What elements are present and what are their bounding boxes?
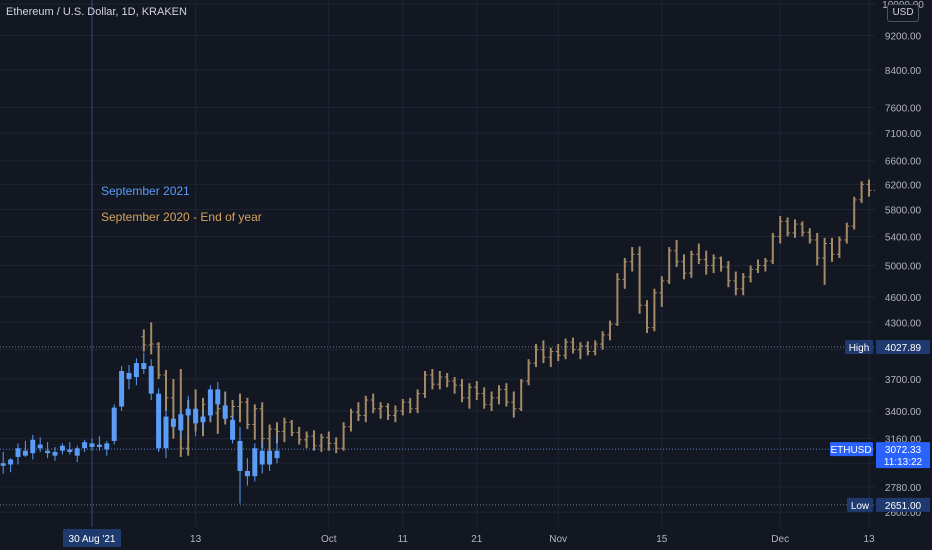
time-tick-label: Nov <box>549 534 567 545</box>
candle-body <box>30 439 36 454</box>
currency-button[interactable]: USD <box>887 4 919 22</box>
candle-body <box>37 444 43 449</box>
high-label: High <box>849 343 870 354</box>
candle-body <box>156 393 162 449</box>
candle-body <box>8 459 14 465</box>
chart-title: Ethereum / U.S. Dollar, 1D, KRAKEN <box>6 6 187 18</box>
price-tick-label: 5800.00 <box>885 205 922 216</box>
time-tick-label: 13 <box>190 534 202 545</box>
candle-body <box>215 389 221 405</box>
candle-body <box>126 372 132 380</box>
time-tick-label: 21 <box>471 534 483 545</box>
candle-body <box>259 450 265 465</box>
candle-body <box>89 443 95 448</box>
low-value: 2651.00 <box>885 501 922 512</box>
price-tick-label: 5000.00 <box>885 261 922 272</box>
candle-body <box>222 405 228 419</box>
bar-countdown: 11:13:22 <box>884 457 923 468</box>
candle-body <box>67 449 73 452</box>
candle-body <box>193 408 199 424</box>
price-tick-label: 7600.00 <box>885 104 922 115</box>
candle-body <box>59 445 65 451</box>
candle-body <box>274 450 280 459</box>
time-tick-label: 11 <box>398 534 409 545</box>
candle-body <box>148 366 154 394</box>
candle-body <box>52 451 58 456</box>
time-axis[interactable]: 13 Oct 11 21 Nov 15 Dec 13 <box>190 534 875 545</box>
candle-body <box>178 414 184 431</box>
candle-body <box>237 440 243 471</box>
last-price-marker: ETHUSD 3072.33 11:13:22 <box>830 442 930 469</box>
last-price-symbol: ETHUSD <box>830 445 871 456</box>
price-tick-label: 4600.00 <box>885 293 922 304</box>
time-tick-label: Dec <box>771 534 789 545</box>
candle-body <box>200 416 206 423</box>
candle-body <box>170 418 176 427</box>
time-axis-background <box>0 527 875 550</box>
candle-body <box>244 470 250 477</box>
time-tick-label: 13 <box>863 534 875 545</box>
candle-body <box>15 448 21 457</box>
candle-body <box>267 450 273 465</box>
series-2020-bars <box>141 0 931 457</box>
price-tick-label: 6600.00 <box>885 157 922 168</box>
grid-lines <box>0 0 875 527</box>
price-tick-label: 8400.00 <box>885 66 922 77</box>
candle-body <box>74 448 80 456</box>
price-tick-label: 7100.00 <box>885 129 922 140</box>
price-tick-label: 6200.00 <box>885 180 922 191</box>
crosshair-time-tag: 30 Aug '21 <box>63 529 121 547</box>
candle-body <box>230 419 236 440</box>
candle-body <box>163 416 169 449</box>
legend-series-2021: September 2021 <box>101 184 190 198</box>
candle-body <box>252 448 258 477</box>
candle-body <box>119 370 125 407</box>
candle-body <box>82 442 88 449</box>
candle-body <box>133 363 139 378</box>
price-tick-label: 2780.00 <box>885 483 922 494</box>
last-price-value: 3072.33 <box>885 445 922 456</box>
price-tick-label: 2600.00 <box>885 508 922 519</box>
time-tick-label: 15 <box>656 534 668 545</box>
high-value: 4027.89 <box>885 343 922 354</box>
candle-body <box>45 450 51 454</box>
legend-series-2020: September 2020 - End of year <box>101 210 262 224</box>
candle-body <box>111 407 117 441</box>
candle-body <box>96 444 102 448</box>
series-2021-candles <box>0 352 280 504</box>
candle-body <box>104 443 110 450</box>
price-tick-label: 3700.00 <box>885 375 922 386</box>
crosshair-time-label: 30 Aug '21 <box>69 534 116 545</box>
candle-body <box>185 408 191 416</box>
price-tick-label: 3400.00 <box>885 407 922 418</box>
candle-body <box>0 463 6 466</box>
price-tick-label: 5400.00 <box>885 232 922 243</box>
candle-body <box>141 363 147 369</box>
price-tick-label: 3160.00 <box>885 435 922 446</box>
time-tick-label: Oct <box>321 534 337 545</box>
low-marker: Low 2651.00 <box>847 497 930 512</box>
low-label: Low <box>851 501 870 512</box>
candle-body <box>207 389 213 416</box>
price-tick-label: 4300.00 <box>885 318 922 329</box>
candle-body <box>22 450 28 456</box>
high-marker: High 4027.89 <box>845 340 930 355</box>
price-tick-label: 9200.00 <box>885 31 922 42</box>
